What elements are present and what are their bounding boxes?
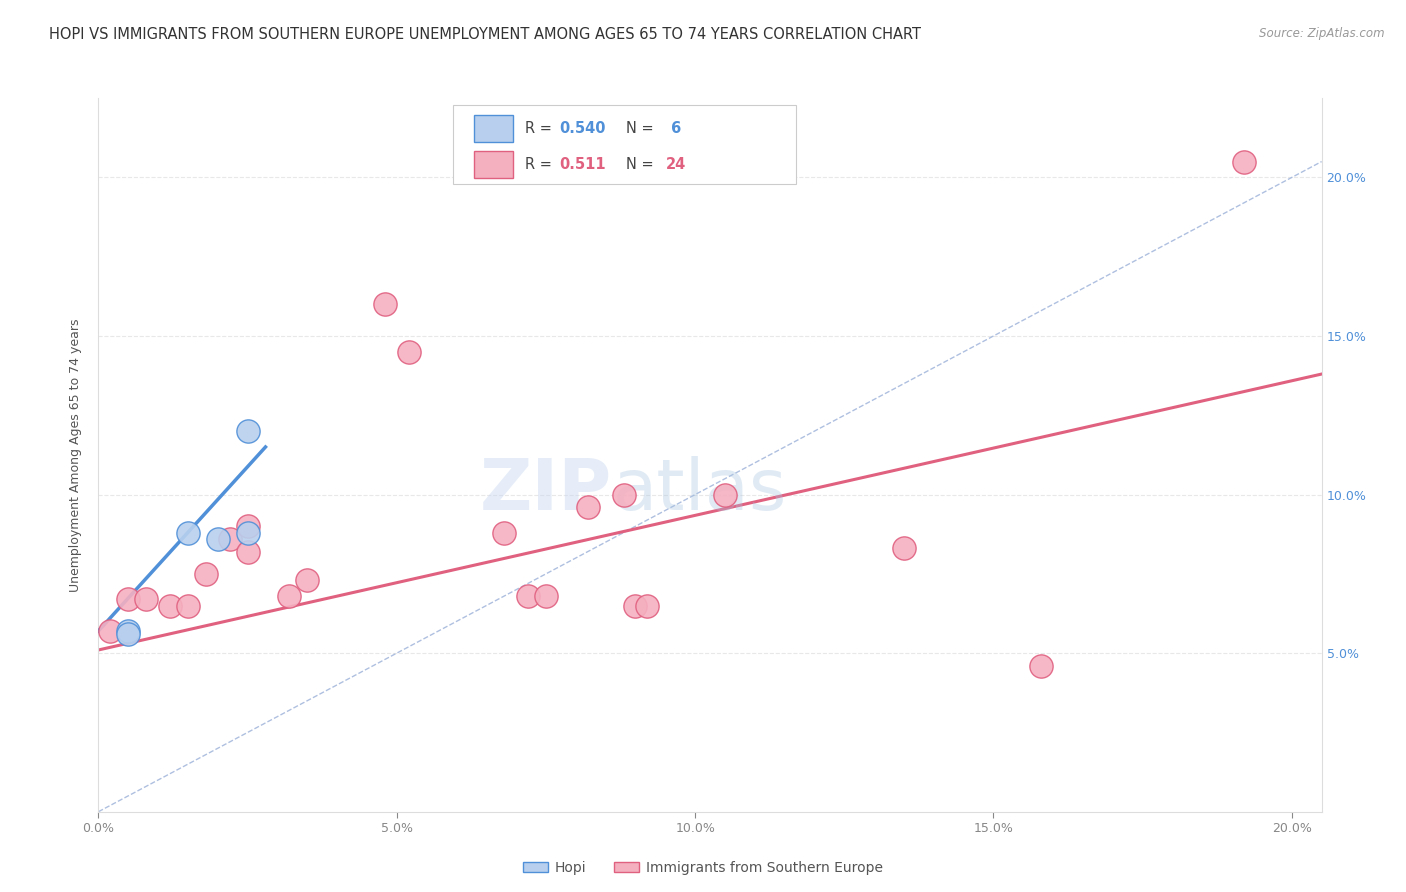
- FancyBboxPatch shape: [474, 115, 513, 143]
- Text: 0.540: 0.540: [560, 121, 606, 136]
- Point: [494, 525, 516, 540]
- Point: [278, 589, 301, 603]
- Point: [1233, 154, 1256, 169]
- Point: [218, 532, 240, 546]
- Point: [714, 487, 737, 501]
- Point: [177, 525, 200, 540]
- Point: [135, 592, 157, 607]
- Point: [236, 424, 259, 438]
- FancyBboxPatch shape: [474, 151, 513, 178]
- Text: ZIP: ZIP: [479, 456, 612, 525]
- Point: [517, 589, 540, 603]
- Point: [159, 599, 181, 613]
- Point: [297, 573, 319, 587]
- Point: [398, 344, 420, 359]
- Point: [117, 592, 139, 607]
- Text: 24: 24: [666, 157, 686, 172]
- Point: [612, 487, 634, 501]
- Point: [236, 519, 259, 533]
- Legend: Hopi, Immigrants from Southern Europe: Hopi, Immigrants from Southern Europe: [517, 855, 889, 880]
- Point: [374, 297, 396, 311]
- Text: 0.511: 0.511: [560, 157, 606, 172]
- Point: [236, 544, 259, 558]
- Text: R =: R =: [526, 157, 561, 172]
- Point: [893, 541, 915, 556]
- Point: [177, 599, 200, 613]
- Point: [98, 624, 121, 638]
- Text: 6: 6: [666, 121, 682, 136]
- Point: [534, 589, 557, 603]
- Point: [576, 500, 599, 515]
- FancyBboxPatch shape: [453, 105, 796, 184]
- Text: atlas: atlas: [612, 456, 786, 525]
- Text: N =: N =: [626, 121, 658, 136]
- Text: Source: ZipAtlas.com: Source: ZipAtlas.com: [1260, 27, 1385, 40]
- Point: [194, 566, 217, 581]
- Point: [207, 532, 229, 546]
- Point: [117, 624, 139, 638]
- Point: [236, 525, 259, 540]
- Point: [117, 627, 139, 641]
- Y-axis label: Unemployment Among Ages 65 to 74 years: Unemployment Among Ages 65 to 74 years: [69, 318, 83, 591]
- Text: N =: N =: [626, 157, 658, 172]
- Point: [636, 599, 658, 613]
- Point: [624, 599, 647, 613]
- Text: R =: R =: [526, 121, 557, 136]
- Text: HOPI VS IMMIGRANTS FROM SOUTHERN EUROPE UNEMPLOYMENT AMONG AGES 65 TO 74 YEARS C: HOPI VS IMMIGRANTS FROM SOUTHERN EUROPE …: [49, 27, 921, 42]
- Point: [1031, 658, 1053, 673]
